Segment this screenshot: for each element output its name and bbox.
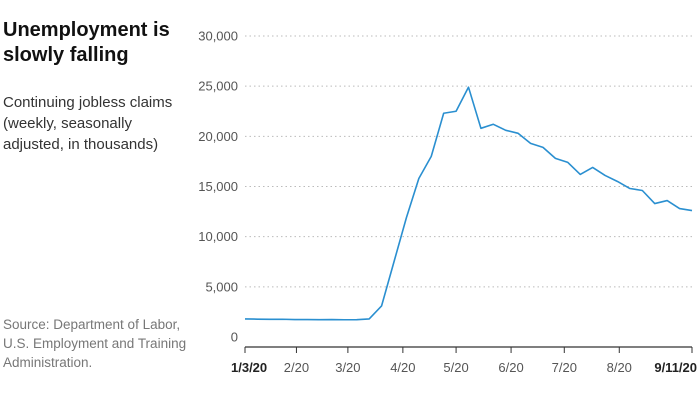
y-tick-label: 20,000 <box>198 129 238 144</box>
chart-title: Unemployment is slowly falling <box>3 19 170 66</box>
x-tick-label: 6/20 <box>498 360 523 375</box>
x-tick-label: 1/3/20 <box>231 360 267 375</box>
y-axis-ticks: 0 5,000 10,000 15,000 20,000 25,000 30,000 <box>198 29 238 345</box>
x-tick-label: 8/20 <box>607 360 632 375</box>
y-tick-label: 15,000 <box>198 179 238 194</box>
y-tick-label: 0 <box>231 330 238 345</box>
y-tick-label: 25,000 <box>198 79 238 94</box>
x-tick-label: 2/20 <box>284 360 309 375</box>
x-tick-label: 3/20 <box>335 360 360 375</box>
x-tick-label: 7/20 <box>552 360 577 375</box>
series-line-continuing-claims <box>244 86 693 321</box>
x-tick-label: 5/20 <box>443 360 468 375</box>
source-note: Source: Department of Labor, U.S. Employ… <box>3 317 187 370</box>
gridlines <box>245 35 692 288</box>
x-axis-ticks: 1/3/20 2/20 3/20 4/20 5/20 6/20 7/20 8/20 9/11/2… <box>231 347 697 375</box>
y-tick-label: 5,000 <box>205 279 238 294</box>
chart-subtitle: Continuing jobless claims (weekly, seaso… <box>3 94 173 153</box>
x-tick-label: 4/20 <box>390 360 415 375</box>
y-tick-label: 10,000 <box>198 229 238 244</box>
x-tick-label: 9/11/20 <box>654 360 697 375</box>
y-tick-label: 30,000 <box>198 29 238 44</box>
